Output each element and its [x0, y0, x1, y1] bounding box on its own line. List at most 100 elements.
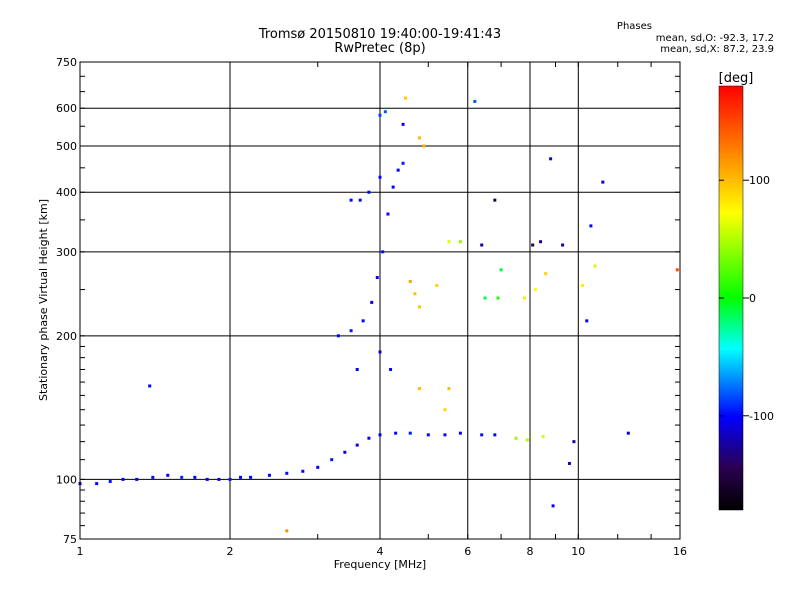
echo-point [349, 198, 353, 202]
echo-point [523, 296, 527, 300]
echo-point [561, 243, 565, 247]
echo-point [541, 435, 545, 439]
x-tick-label: 2 [227, 545, 234, 558]
echo-point [675, 268, 679, 272]
echo-point [458, 431, 462, 435]
echo-point [205, 477, 209, 481]
echo-point [581, 283, 585, 287]
echo-point [135, 477, 139, 481]
y-tick-label: 75 [63, 533, 77, 546]
echo-point [417, 305, 421, 309]
echo-point [301, 469, 305, 473]
echo-point [361, 319, 365, 323]
y-tick-label: 600 [56, 102, 77, 115]
x-tick-label: 4 [377, 545, 384, 558]
echo-point [394, 431, 398, 435]
echo-point [249, 475, 253, 479]
echo-point [343, 450, 347, 454]
echo-point [572, 440, 576, 444]
echo-point [493, 198, 497, 202]
echo-point [349, 329, 353, 333]
echo-point [447, 387, 451, 391]
echo-point [417, 387, 421, 391]
echo-point [426, 433, 430, 437]
echo-point [544, 272, 548, 276]
echo-point [336, 334, 340, 338]
colorbar-tick-label: 0 [749, 292, 756, 305]
echo-point [413, 292, 417, 296]
echo-point [533, 288, 537, 292]
echo-point [367, 190, 371, 194]
echo-point [148, 384, 152, 388]
x-tick-label: 16 [673, 545, 687, 558]
y-tick-label: 500 [56, 140, 77, 153]
echo-point [458, 240, 462, 244]
echo-point [601, 180, 605, 184]
echo-point [381, 250, 385, 254]
echo-point [396, 168, 400, 172]
echo-point [375, 276, 379, 280]
echo-point [626, 431, 630, 435]
phase-stats-x: mean, sd,X: 87.2, 23.9 [660, 44, 774, 55]
echo-point [493, 433, 497, 437]
echo-point [316, 465, 320, 469]
echo-point [217, 477, 221, 481]
echo-point [383, 110, 387, 114]
echo-point [443, 408, 447, 412]
echo-point [496, 296, 500, 300]
echo-point [525, 438, 529, 442]
echo-point [180, 475, 184, 479]
echo-point [480, 433, 484, 437]
echo-point [551, 504, 555, 508]
echo-point [435, 283, 439, 287]
phase-stats-heading: Phases [616, 21, 652, 32]
echo-point [417, 136, 421, 140]
y-tick-label: 200 [56, 330, 77, 343]
echo-point [567, 461, 571, 465]
x-tick-label: 6 [464, 545, 471, 558]
colorbar-tick-label: 100 [749, 174, 770, 187]
echo-point [330, 458, 334, 462]
echo-point [151, 475, 155, 479]
echo-point [589, 224, 593, 228]
echo-point [355, 443, 359, 447]
echo-point [358, 198, 362, 202]
echo-point [378, 350, 382, 354]
phase-stats-o: mean, sd,O: -92.3, 17.2 [655, 33, 774, 44]
echo-point [403, 96, 407, 100]
colorbar-label: [deg] [719, 71, 754, 86]
echo-point [408, 431, 412, 435]
echo-point [378, 113, 382, 117]
echo-point [386, 212, 390, 216]
echo-point [514, 436, 518, 440]
y-tick-label: 100 [56, 473, 77, 486]
echo-point [370, 300, 374, 304]
echo-point [378, 175, 382, 179]
echo-point [378, 433, 382, 437]
echo-point [593, 264, 597, 268]
echo-point [95, 482, 99, 486]
x-tick-label: 1 [77, 545, 84, 558]
echo-point [285, 471, 289, 475]
echo-point [367, 436, 371, 440]
echo-point [228, 477, 232, 481]
echo-point [285, 529, 289, 533]
echo-point [443, 433, 447, 437]
y-axis-label: Stationary phase Virtual Height [km] [37, 199, 50, 401]
echo-point [531, 243, 535, 247]
echo-point [121, 477, 125, 481]
echo-point [239, 475, 243, 479]
y-tick-label: 750 [56, 56, 77, 69]
chart-subtitle: RwPretec (8p) [334, 41, 426, 56]
echo-point [499, 268, 503, 272]
echo-point [193, 475, 197, 479]
echo-point [473, 99, 477, 103]
echo-point [549, 157, 553, 161]
echo-point [389, 367, 393, 371]
echo-point [422, 144, 426, 148]
x-tick-label: 10 [571, 545, 585, 558]
echo-point [166, 473, 170, 477]
echo-point [585, 319, 589, 323]
echo-point [539, 240, 543, 244]
